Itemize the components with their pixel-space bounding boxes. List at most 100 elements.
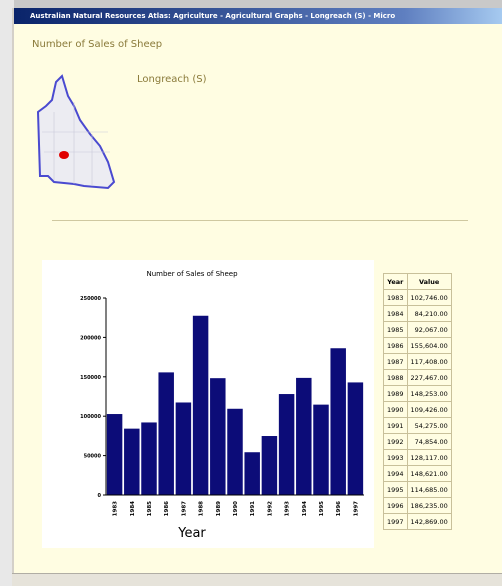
x-tick-label: 1990 (233, 501, 239, 516)
bar (347, 382, 364, 495)
chart: Number of Sales of Sheep Year 0 50000 1000… (80, 270, 364, 541)
table-row: 1987 117,408.00 (383, 353, 452, 370)
background-window (0, 0, 14, 586)
table-row: 1996 186,235.00 (383, 497, 452, 514)
bar (192, 315, 209, 495)
value-cell: 92,067.00 (406, 321, 452, 338)
year-cell: 1996 (383, 497, 408, 514)
bar (141, 422, 157, 495)
x-tick-label: 1984 (130, 501, 136, 516)
value-cell: 142,869.00 (406, 513, 452, 530)
column-header: Value (406, 273, 452, 290)
chart-title: Number of Sales of Sheep (146, 270, 238, 278)
x-tick-label: 1988 (199, 501, 205, 516)
value-cell: 148,621.00 (406, 465, 452, 482)
table-row: 1988 227,467.00 (383, 369, 452, 386)
x-tick-label: 1989 (216, 501, 222, 516)
year-cell: 1994 (383, 465, 408, 482)
y-tick-label: 50000 (84, 454, 102, 460)
year-cell: 1991 (383, 417, 408, 434)
location-map (36, 74, 116, 190)
bar (296, 377, 312, 495)
bar (158, 372, 174, 495)
bar (330, 348, 346, 495)
bar (175, 402, 192, 495)
value-cell: 84,210.00 (406, 305, 452, 322)
bar (106, 414, 123, 495)
bar (261, 436, 278, 495)
year-cell: 1983 (383, 289, 408, 306)
x-tick-label: 1987 (181, 501, 187, 516)
y-tick-label: 0 (98, 493, 102, 499)
region-lines (42, 102, 110, 186)
year-cell: 1997 (383, 513, 408, 530)
browser-window: Australian Natural Resources Atlas: Agri… (12, 8, 502, 586)
table-row: 1985 92,067.00 (383, 321, 452, 338)
year-cell: 1984 (383, 305, 408, 322)
x-tick-label: 1995 (319, 501, 325, 516)
year-cell: 1992 (383, 433, 408, 450)
place-name: Longreach (S) (137, 74, 207, 85)
x-axis-label: Year (177, 526, 206, 541)
bar (210, 378, 226, 495)
table-row: 1997 142,869.00 (383, 513, 452, 530)
x-tick-label: 1997 (353, 501, 359, 516)
bar (124, 428, 140, 495)
page-heading: Number of Sales of Sheep (32, 39, 163, 50)
value-cell: 102,746.00 (406, 289, 452, 306)
divider (52, 220, 468, 221)
chart-panel: Number of Sales of Sheep Year 0 50000 1000… (42, 260, 374, 548)
value-cell: 148,253.00 (406, 385, 452, 402)
y-tick-label: 200000 (80, 335, 101, 341)
table-row: 1983 102,746.00 (383, 289, 452, 306)
horizontal-scrollbar[interactable] (12, 573, 502, 586)
title-bar: Australian Natural Resources Atlas: Agri… (14, 8, 502, 24)
year-cell: 1985 (383, 321, 408, 338)
year-cell: 1993 (383, 449, 408, 466)
year-cell: 1986 (383, 337, 408, 354)
value-cell: 186,235.00 (406, 497, 452, 514)
table-row: 1991 54,275.00 (383, 417, 452, 434)
x-tick-label: 1985 (147, 501, 153, 516)
table-row: 1989 148,253.00 (383, 385, 452, 402)
value-cell: 227,467.00 (406, 369, 452, 386)
value-cell: 114,685.00 (406, 481, 452, 498)
x-tick-label: 1991 (250, 501, 256, 516)
table-header-row: Year Value (383, 273, 452, 290)
region-highlight (59, 151, 69, 159)
year-cell: 1989 (383, 385, 408, 402)
value-cell: 155,604.00 (406, 337, 452, 354)
table-row: 1994 148,621.00 (383, 465, 452, 482)
value-cell: 128,117.00 (406, 449, 452, 466)
column-header: Year (383, 273, 408, 290)
table-row: 1984 84,210.00 (383, 305, 452, 322)
value-cell: 109,426.00 (406, 401, 452, 418)
x-tick-label: 1986 (164, 501, 170, 516)
bar (278, 394, 295, 495)
x-tick-label: 1996 (336, 501, 342, 516)
table-row: 1993 128,117.00 (383, 449, 452, 466)
x-tick-label: 1983 (113, 501, 119, 516)
value-cell: 74,854.00 (406, 433, 452, 450)
bar (244, 452, 260, 495)
y-tick-label: 150000 (80, 375, 101, 381)
x-tick-label: 1993 (285, 501, 291, 516)
y-tick-label: 250000 (80, 296, 101, 302)
value-cell: 54,275.00 (406, 417, 452, 434)
data-table: Year Value 1983 102,746.00 1984 84,210.00 1985… (383, 273, 452, 530)
year-cell: 1990 (383, 401, 408, 418)
value-cell: 117,408.00 (406, 353, 452, 370)
table-row: 1986 155,604.00 (383, 337, 452, 354)
table-row: 1995 114,685.00 (383, 481, 452, 498)
year-cell: 1988 (383, 369, 408, 386)
table-row: 1992 74,854.00 (383, 433, 452, 450)
x-tick-label: 1992 (267, 501, 273, 516)
table-row: 1990 109,426.00 (383, 401, 452, 418)
bar (313, 404, 329, 495)
y-tick-label: 100000 (80, 414, 101, 420)
x-tick-label: 1994 (302, 501, 308, 516)
year-cell: 1995 (383, 481, 408, 498)
bar (227, 408, 243, 495)
year-cell: 1987 (383, 353, 408, 370)
